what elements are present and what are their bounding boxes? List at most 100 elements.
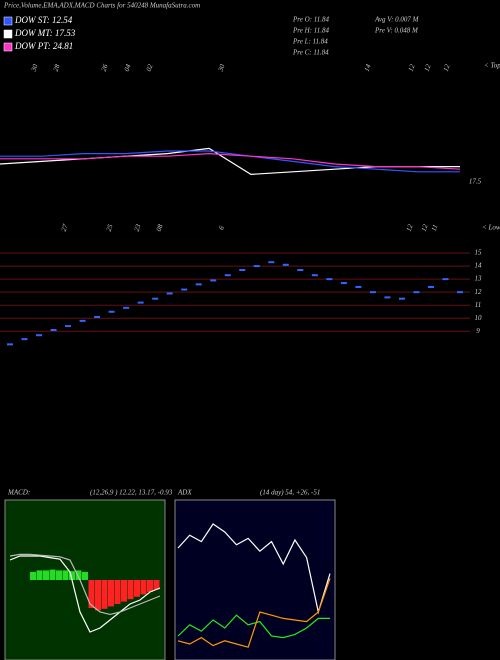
histogram-bar <box>121 580 127 602</box>
price-mark <box>282 263 289 266</box>
info-text: Pre C: 11.84 <box>292 49 329 57</box>
date-label: 12 <box>420 223 430 233</box>
series-line <box>0 150 460 173</box>
series-line <box>177 578 331 648</box>
date-label: 12 <box>407 63 417 73</box>
panel-subtitle: (14 day) 54, +26, -51 <box>260 489 320 497</box>
price-mark <box>152 297 159 300</box>
histogram-bar <box>75 570 82 580</box>
chart-title: Price,Volume,EMA,ADX,MACD Charts for 540… <box>3 2 200 10</box>
series-line <box>177 523 331 615</box>
histogram-bar <box>101 580 108 609</box>
series-line <box>177 614 330 639</box>
price-mark <box>79 319 86 322</box>
panel-title: ADX <box>177 489 192 497</box>
price-mark <box>108 310 115 313</box>
price-mark <box>181 288 188 291</box>
series-line <box>0 152 461 170</box>
histogram-bar <box>127 580 134 600</box>
legend-swatch <box>3 42 13 52</box>
price-mark <box>457 291 463 294</box>
date-label: 30 <box>29 63 39 74</box>
date-label: 6 <box>217 224 226 230</box>
price-mark <box>137 301 144 304</box>
date-label: 12 <box>405 223 415 233</box>
info-text: Pre V: 0.048 M <box>374 27 419 35</box>
legend-label: DOW MT: 17.53 <box>14 28 76 38</box>
date-label: 25 <box>105 223 115 233</box>
price-mark <box>50 329 57 331</box>
info-text: Pre H: 11.84 <box>292 27 329 35</box>
y-tick-label: 14 <box>475 262 483 270</box>
date-label: 27 <box>60 223 70 233</box>
panel <box>174 499 336 660</box>
lows-marker: < Lows <box>482 224 500 232</box>
y-tick-label: 17.5 <box>469 178 482 186</box>
histogram-bar <box>43 570 49 580</box>
histogram-bar <box>49 569 56 580</box>
legend-swatch <box>3 16 13 26</box>
price-mark <box>326 278 333 281</box>
date-label: 02 <box>145 63 155 73</box>
price-mark <box>442 278 449 281</box>
date-label: 14 <box>363 63 373 73</box>
date-label: 11 <box>430 223 440 232</box>
price-mark <box>413 291 420 294</box>
price-mark <box>340 282 347 285</box>
histogram-bar <box>82 572 88 580</box>
price-mark <box>65 325 72 328</box>
legend-label: DOW PT: 24.81 <box>14 41 73 51</box>
date-label: 23 <box>133 223 143 233</box>
histogram-bar <box>153 580 160 590</box>
price-mark <box>369 291 376 294</box>
price-mark <box>36 334 43 337</box>
info-text: Pre O: 11.84 <box>292 16 329 24</box>
price-mark <box>427 285 434 288</box>
date-label: 12 <box>423 63 433 73</box>
price-mark <box>239 269 246 271</box>
price-mark <box>123 306 130 309</box>
price-mark <box>253 265 260 268</box>
histogram-bar <box>56 570 62 580</box>
price-mark <box>224 274 231 277</box>
date-label: 28 <box>52 63 62 73</box>
series-line <box>9 553 161 616</box>
histogram-bar <box>140 580 147 595</box>
price-mark <box>7 343 13 346</box>
price-mark <box>355 285 362 288</box>
histogram-bar <box>36 570 43 580</box>
date-label: 12 <box>442 63 452 73</box>
price-mark <box>21 338 28 341</box>
y-tick-label: 11 <box>475 301 481 309</box>
legend-swatch <box>3 29 13 39</box>
histogram-bar <box>30 572 36 580</box>
y-tick-label: 12 <box>475 288 483 296</box>
price-mark <box>268 261 275 264</box>
histogram-bar <box>88 580 95 608</box>
series-line <box>9 555 161 633</box>
price-mark <box>210 279 217 282</box>
histogram-bar <box>62 570 69 580</box>
price-mark <box>311 274 318 277</box>
panel-title: MACD: <box>7 489 30 497</box>
info-text: Pre L: 11.84 <box>292 38 328 46</box>
legend-label: DOW ST: 12.54 <box>14 15 73 25</box>
panel-subtitle: (12,26,9 ) 12.22, 13.17, -0.93 <box>90 489 173 497</box>
histogram-bar <box>134 580 140 597</box>
date-label: 08 <box>155 223 165 233</box>
y-tick-label: 15 <box>475 249 483 257</box>
info-text: Avg V: 0.007 M <box>374 16 420 24</box>
date-label: 30 <box>216 63 226 74</box>
price-mark <box>398 297 405 300</box>
price-mark <box>94 315 101 318</box>
tops-marker: < Tops <box>484 62 500 70</box>
histogram-bar <box>147 580 153 592</box>
price-mark <box>195 283 202 286</box>
histogram-bar <box>69 571 75 580</box>
price-mark <box>166 292 173 295</box>
y-tick-label: 13 <box>475 275 483 283</box>
histogram-bar <box>114 580 121 604</box>
histogram-bar <box>95 580 101 611</box>
price-mark <box>297 269 304 271</box>
